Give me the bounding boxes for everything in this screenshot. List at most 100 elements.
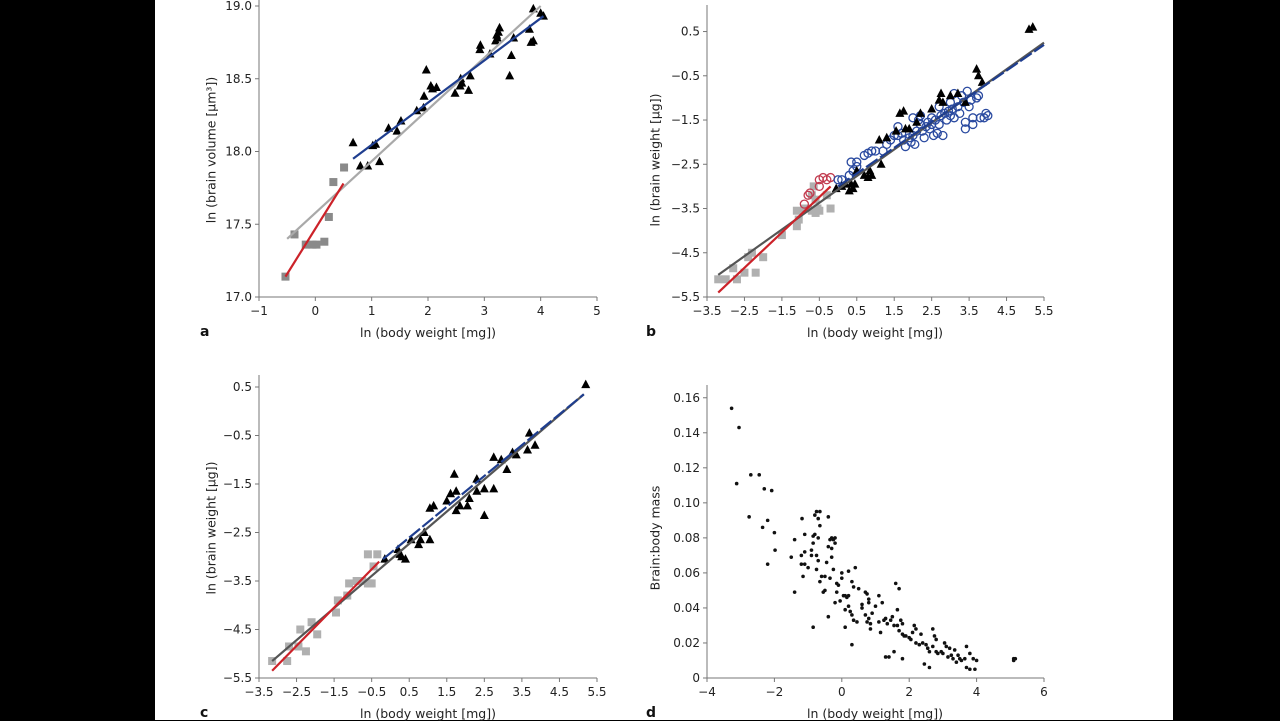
- panel-b-point-square: [729, 264, 738, 273]
- panel-d-point-dot: [824, 560, 829, 565]
- panel-d-point-dot: [924, 642, 928, 647]
- panel-d-point-dot: [863, 613, 868, 617]
- panel-c-point-triangle: [451, 505, 461, 515]
- panel-b-point-square: [714, 275, 723, 284]
- panel-d-point-dot: [964, 665, 969, 670]
- panel-b-point-square: [744, 253, 753, 262]
- panel-d-point-dot: [963, 656, 967, 661]
- panel-d-point-dot: [877, 620, 881, 624]
- panel-d-point-dot: [800, 516, 804, 521]
- panel-c-x-tick-label: 5.5: [587, 685, 606, 699]
- panel-b-point-triangle: [927, 103, 937, 113]
- panel-b-point-circle-open: [955, 108, 965, 119]
- panel-b-point-circle-open: [919, 133, 929, 143]
- panel-c-point-triangle: [489, 483, 499, 493]
- panel-a-point-square: [312, 240, 321, 249]
- panel-d-point-dot: [873, 604, 878, 608]
- panel-d-point-dot: [925, 646, 930, 651]
- panel-a-point-square: [324, 212, 333, 221]
- panel-b-point-triangle: [945, 90, 955, 100]
- panel-b-point-circle-open: [867, 146, 877, 156]
- panel-c-y-tick-label: −0.5: [223, 429, 252, 443]
- panel-b-point-circle-open: [803, 190, 813, 200]
- panel-c-point-triangle: [425, 534, 435, 544]
- panel-a-point-square: [340, 163, 349, 172]
- panel-c-y-tick-label: −3.5: [223, 574, 252, 588]
- panel-a-fit-line: [284, 182, 345, 278]
- panel-a-point-triangle: [493, 27, 503, 36]
- panel-d-point-dot: [818, 579, 822, 584]
- panel-c-point-square: [283, 657, 292, 666]
- panel-b-point-triangle: [912, 117, 922, 126]
- panel-d-point-dot: [729, 406, 734, 411]
- panel-d-y-tick-label: 0.14: [673, 426, 700, 440]
- panel-d-x-tick-label: −4: [698, 685, 716, 699]
- panel-b-point-triangle: [891, 126, 901, 135]
- panel-a-point-square: [290, 230, 299, 239]
- panel-d-point-dot: [900, 656, 905, 661]
- panel-c-point-triangle: [524, 428, 534, 437]
- panel-d-x-tick-label: 6: [1040, 685, 1048, 699]
- panel-c-point-square: [345, 579, 354, 588]
- panel-d-point-dot: [855, 620, 859, 624]
- panel-c-point-triangle: [400, 554, 410, 563]
- panel-a-point-triangle: [492, 33, 502, 42]
- panel-d-point-dot: [823, 588, 827, 593]
- panel-d-point-dot: [917, 642, 922, 647]
- panel-c-point-triangle: [464, 493, 474, 503]
- panel-d-point-dot: [765, 518, 770, 523]
- panel-b-point-triangle: [882, 132, 892, 142]
- panel-c-point-square: [352, 577, 361, 585]
- panel-d-point-dot: [973, 667, 977, 672]
- panel-b-x-tick-label: −1.5: [767, 304, 796, 318]
- panel-d-point-dot: [885, 621, 890, 626]
- panel-b-x-tick-label: −0.5: [805, 304, 834, 318]
- panel-d-point-dot: [892, 649, 896, 654]
- panel-d-point-dot: [964, 644, 969, 649]
- panel-d-point-dot: [789, 555, 794, 559]
- panel-d-point-dot: [920, 641, 925, 645]
- panel-d-point-dot: [865, 620, 869, 624]
- panel-d-point-dot: [898, 618, 903, 622]
- panel-d-point-dot: [814, 567, 819, 572]
- panel-a-point-triangle: [528, 35, 538, 45]
- panel-c-x-tick-label: −1.5: [320, 685, 349, 699]
- panel-d-point-dot: [850, 613, 854, 617]
- panel-d-y-tick-label: 0.12: [673, 461, 700, 475]
- panel-d-point-dot: [952, 648, 957, 652]
- panel-d-point-dot: [949, 653, 954, 658]
- panel-c-y-tick-label: −5.5: [223, 671, 252, 685]
- panel-d-point-dot: [880, 600, 885, 605]
- panel-d-point-dot: [897, 628, 901, 633]
- panel-b-point-square: [777, 231, 786, 240]
- panel-d-point-dot: [814, 509, 819, 514]
- panel-d-point-dot: [809, 548, 814, 552]
- panel-d-point-dot: [951, 656, 955, 661]
- panel-b-x-tick-label: 4.5: [997, 304, 1016, 318]
- panel-d-point-dot: [914, 627, 918, 631]
- panel-b-point-triangle: [863, 172, 873, 182]
- panel-d-point-dot: [840, 576, 844, 580]
- panel-c-point-triangle: [462, 500, 472, 510]
- panel-a-point-triangle: [505, 70, 515, 80]
- panel-d-point-dot: [772, 530, 777, 535]
- panel-d-point-dot: [811, 625, 815, 630]
- panel-d-point-dot: [968, 651, 972, 656]
- panel-c-point-triangle: [472, 486, 482, 495]
- panel-b-point-triangle: [874, 134, 884, 144]
- panel-d-point-dot: [866, 616, 871, 621]
- panel-d-point-dot: [801, 574, 805, 579]
- panel-a-point-triangle: [371, 139, 381, 148]
- panel-d-point-dot: [866, 597, 871, 601]
- panel-d-x-tick-label: 2: [905, 685, 913, 699]
- panel-c-point-square: [363, 550, 372, 559]
- panel-b-point-circle-open: [814, 175, 824, 185]
- panel-b-x-tick-label: 0.5: [847, 304, 866, 318]
- panel-d-y-tick-label: 0.06: [673, 566, 700, 580]
- panel-b-point-circle-open: [934, 119, 944, 130]
- panel-b-point-circle-open: [960, 124, 971, 134]
- panel-b-y-tick-label: −2.5: [671, 157, 700, 171]
- panel-d-point-dot: [834, 590, 839, 594]
- panel-d-point-dot: [974, 658, 979, 663]
- panel-d-point-dot: [897, 586, 901, 591]
